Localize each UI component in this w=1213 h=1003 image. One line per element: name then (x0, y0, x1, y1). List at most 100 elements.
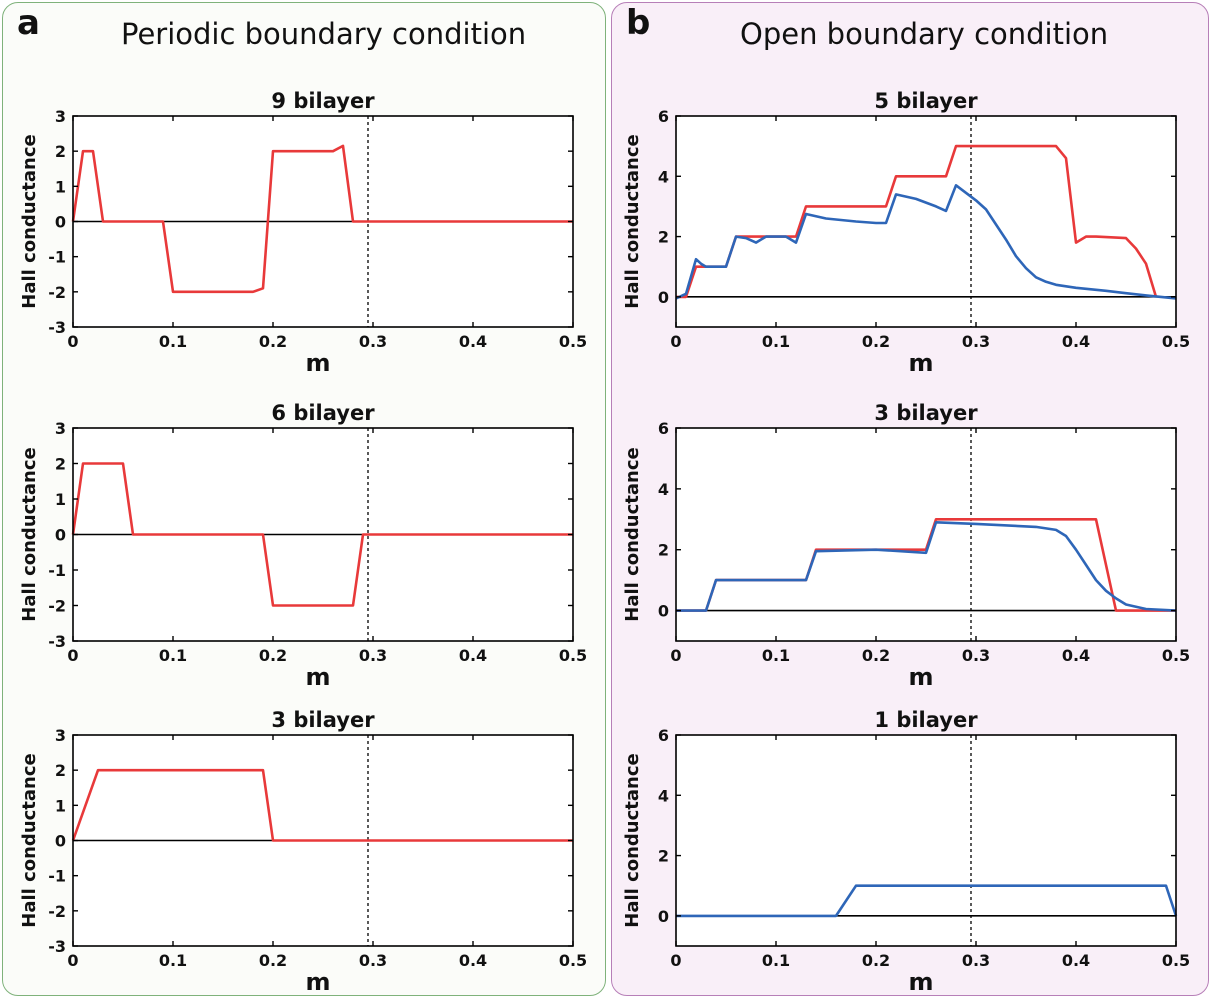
y-tick-label: 1 (55, 796, 66, 815)
x-tick-label: 0 (67, 332, 78, 351)
x-tick-label: 0 (67, 951, 78, 970)
y-tick-label: 0 (55, 526, 66, 545)
y-tick-label: -2 (48, 597, 66, 616)
x-tick-label: 0.5 (1162, 332, 1190, 351)
plot-frame (675, 427, 1177, 642)
y-tick-label: -2 (48, 902, 66, 921)
x-tick-label: 0 (670, 951, 681, 970)
x-tick-label: 0.4 (459, 332, 487, 351)
x-axis-label: m (305, 968, 330, 996)
x-tick-label: 0.2 (259, 332, 287, 351)
chart-title: 3 bilayer (874, 401, 978, 425)
y-tick-label: 0 (55, 213, 66, 232)
y-tick-label: 3 (55, 726, 66, 745)
y-axis-label: Hall conductance (19, 447, 40, 621)
x-tick-label: 0.5 (559, 646, 587, 665)
y-tick-label: 4 (658, 480, 669, 499)
x-tick-label: 0.3 (359, 646, 387, 665)
x-tick-label: 0.4 (459, 646, 487, 665)
x-tick-label: 0.2 (259, 646, 287, 665)
y-tick-label: -1 (48, 248, 66, 267)
series-line-red (71, 462, 573, 607)
y-tick-label: 6 (658, 107, 669, 126)
y-tick-label: 3 (55, 107, 66, 126)
chart-title: 1 bilayer (874, 708, 978, 732)
y-tick-label: -3 (48, 632, 66, 651)
y-tick-label: -1 (48, 867, 66, 886)
y-tick-label: 1 (55, 177, 66, 196)
x-tick-label: 0.4 (459, 951, 487, 970)
y-tick-label: 3 (55, 419, 66, 438)
series-line-red (71, 768, 573, 842)
plot-frame (675, 734, 1177, 947)
x-tick-label: 0.3 (962, 332, 990, 351)
x-tick-label: 0.2 (259, 951, 287, 970)
y-tick-label: 6 (658, 419, 669, 438)
series-line-blue (675, 184, 1177, 300)
x-axis-label: m (305, 349, 330, 377)
x-tick-label: 0.1 (159, 951, 187, 970)
x-tick-label: 0.2 (862, 646, 890, 665)
y-tick-label: 2 (55, 142, 66, 161)
plot-area (676, 116, 1176, 327)
y-tick-label: 0 (658, 602, 669, 621)
y-tick-label: 2 (658, 228, 669, 247)
y-axis-label: Hall conductance (19, 753, 40, 927)
y-tick-label: 4 (658, 167, 669, 186)
y-tick-label: 2 (658, 541, 669, 560)
y-tick-label: 1 (55, 490, 66, 509)
x-tick-label: 0.5 (1162, 951, 1190, 970)
chart-1: 0 0.1 0.2 0.3 0.4 0.5 -3 -2 -1 0 1 2 3 9 bilayer m Hall… (19, 89, 587, 377)
x-tick-label: 0.3 (962, 646, 990, 665)
x-tick-label: 0 (67, 646, 78, 665)
chart-5: 0 0.1 0.2 0.3 0.4 0.5 0 2 4 6 3 bilayer m Hall condu… (622, 401, 1190, 691)
x-tick-label: 0.3 (359, 951, 387, 970)
x-tick-label: 0.5 (559, 951, 587, 970)
chart-title: 6 bilayer (271, 401, 375, 425)
x-tick-label: 0.5 (559, 332, 587, 351)
y-tick-label: -3 (48, 937, 66, 956)
y-axis-label: Hall conductance (622, 753, 643, 927)
chart-3: 0 0.1 0.2 0.3 0.4 0.5 -3 -2 -1 0 1 2 3 3 bilayer m Hall… (19, 708, 587, 996)
x-tick-label: 0.4 (1062, 332, 1090, 351)
y-tick-label: 2 (55, 455, 66, 474)
x-axis-label: m (908, 968, 933, 996)
chart-4: 0 0.1 0.2 0.3 0.4 0.5 0 2 4 6 5 bilayer m Hall condu… (622, 89, 1190, 377)
y-axis-label: Hall conductance (19, 134, 40, 308)
y-tick-label: -1 (48, 561, 66, 580)
plot-area (676, 428, 1176, 641)
x-tick-label: 0.1 (762, 646, 790, 665)
x-tick-label: 0.3 (962, 951, 990, 970)
series-line-blue (676, 520, 1177, 612)
chart-6: 0 0.1 0.2 0.3 0.4 0.5 0 2 4 6 1 bilayer m Hall condu… (622, 708, 1190, 996)
panel-letter-b: b (626, 3, 651, 43)
x-tick-label: 0.4 (1062, 646, 1090, 665)
x-tick-label: 0.1 (159, 646, 187, 665)
panel-title-b: Open boundary condition (740, 17, 1109, 51)
y-tick-label: 0 (658, 288, 669, 307)
series-line-blue (676, 884, 1178, 918)
x-axis-label: m (305, 663, 330, 691)
x-tick-label: 0.2 (862, 951, 890, 970)
y-tick-label: 0 (55, 832, 66, 851)
y-tick-label: 6 (658, 726, 669, 745)
x-tick-label: 0 (670, 332, 681, 351)
x-tick-label: 0.1 (159, 332, 187, 351)
x-axis-label: m (908, 349, 933, 377)
y-tick-label: 4 (658, 786, 669, 805)
x-tick-label: 0.1 (762, 951, 790, 970)
y-tick-label: -2 (48, 283, 66, 302)
x-tick-label: 0.5 (1162, 646, 1190, 665)
x-tick-label: 0.4 (1062, 951, 1090, 970)
x-tick-label: 0.2 (862, 332, 890, 351)
series-line-red (71, 144, 573, 294)
y-tick-label: 2 (55, 761, 66, 780)
chart-title: 3 bilayer (271, 708, 375, 732)
x-axis-label: m (908, 663, 933, 691)
plot-frame (675, 115, 1177, 328)
plot-area (676, 735, 1176, 946)
panel-title-a: Periodic boundary condition (121, 17, 527, 51)
panel-letter-a: a (17, 3, 40, 43)
y-tick-label: 0 (658, 907, 669, 926)
